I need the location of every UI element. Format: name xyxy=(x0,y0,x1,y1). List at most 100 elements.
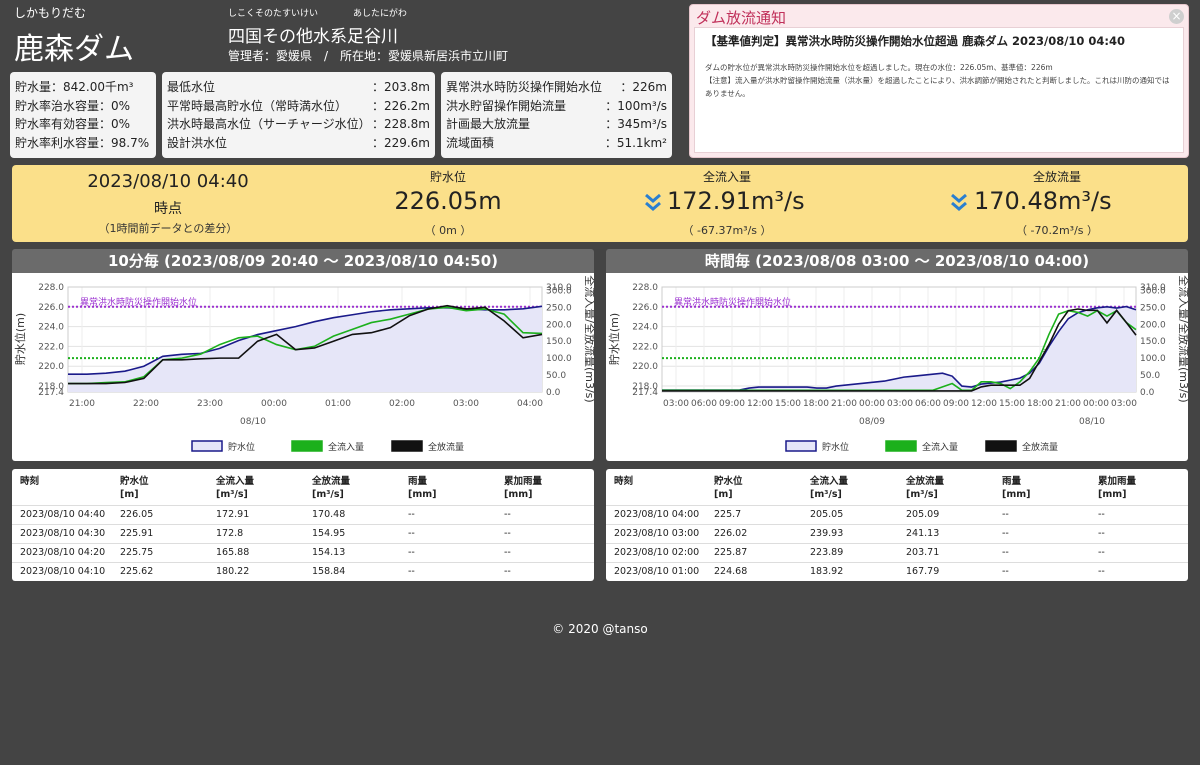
level-value: ：203.8m xyxy=(371,80,430,94)
x-tick-label: 12:00 xyxy=(971,399,997,409)
table-row: 2023/08/10 04:30 225.91 172.8 154.95 -- -- xyxy=(12,524,594,543)
table-cell: 225.75 xyxy=(120,547,154,558)
table-cell: 223.89 xyxy=(810,547,844,558)
outflow-diff: （ -70.2m³/s ） xyxy=(1015,224,1099,237)
column-header: 時刻 xyxy=(20,476,40,487)
legend-label: 貯水位 xyxy=(822,441,849,453)
y-tick-label: 224.0 xyxy=(632,323,658,333)
table-row: 2023/08/10 02:00 225.87 223.89 203.71 -- -- xyxy=(606,543,1188,562)
column-header: 貯水位 [m] xyxy=(714,476,743,500)
column-header: 全流入量 [m³/s] xyxy=(810,476,849,500)
x-tick-label: 22:00 xyxy=(133,399,159,409)
outflow-line xyxy=(68,304,543,385)
y-tick-label: 222.0 xyxy=(38,342,64,352)
notice-headline: 【基準値判定】異常洪水時防災操作開始水位超過 鹿森ダム 2023/08/10 0… xyxy=(705,34,1126,48)
flood-label: 異常洪水時防災操作開始水位 xyxy=(446,80,603,94)
column-header: 全放流量 [m³/s] xyxy=(906,476,945,500)
table-header: 時刻 貯水位 [m] 全流入量 [m³/s] 全放流量 [m³/s] 雨量 [mm] 累加雨量 [m… xyxy=(606,469,1188,505)
table-cell: -- xyxy=(1002,509,1009,520)
table-cell: 226.02 xyxy=(714,528,748,539)
x-tick-label: 06:00 xyxy=(915,399,941,409)
notice-body: 【基準値判定】異常洪水時防災操作開始水位超過 鹿森ダム 2023/08/10 0… xyxy=(694,27,1184,153)
legend-swatch xyxy=(391,440,423,452)
table-cell: -- xyxy=(1098,547,1105,558)
x-tick-label: 21:00 xyxy=(831,399,857,409)
table-cell: 2023/08/10 04:10 xyxy=(20,566,106,577)
table-row: 2023/08/10 04:20 225.75 165.88 154.13 -- -- xyxy=(12,543,594,562)
y-tick-label: 217.4 xyxy=(38,388,64,398)
notice-line: ダムの貯水位が異常洪水時防災操作開始水位を超過しました。現在の水位：226.05… xyxy=(705,63,1053,72)
legend-swatch xyxy=(191,440,223,452)
legend-label: 全流入量 xyxy=(922,441,958,453)
storage-item: 貯水率治水容量：0% xyxy=(15,98,131,113)
down-chevron-icon xyxy=(645,193,661,211)
data-table-hourly: 時刻 貯水位 [m] 全流入量 [m³/s] 全放流量 [m³/s] 雨量 [mm] 累加雨量 [m… xyxy=(606,469,1188,581)
y2-axis-title: 全流入量/全放流量(m3/s) xyxy=(583,275,594,402)
y2-tick-label: 310.0 xyxy=(546,283,572,293)
x-tick-label: 00:00 xyxy=(261,399,287,409)
chart-title: 時間毎 (2023/08/08 03:00 〜 2023/08/10 04:00… xyxy=(606,249,1188,273)
column-header: 雨量 [mm] xyxy=(1002,476,1031,500)
flood-label: 計画最大放流量 xyxy=(446,117,531,131)
table-row: 2023/08/10 04:10 225.62 180.22 158.84 -- -- xyxy=(12,562,594,581)
y2-tick-label: 200.0 xyxy=(1140,320,1166,330)
close-icon[interactable]: × xyxy=(1169,9,1184,24)
outflow-title: 全放流量 xyxy=(1032,170,1081,184)
dam-name: 鹿森ダム xyxy=(14,32,134,67)
table-cell: 172.8 xyxy=(216,528,244,539)
table-row: 2023/08/10 01:00 224.68 183.92 167.79 -- -- xyxy=(606,562,1188,581)
flood-label: 流域面積 xyxy=(446,135,495,150)
y2-axis-title: 全流入量/全放流量(m3/s) xyxy=(1177,275,1188,402)
flood-label: 洪水貯留操作開始流量 xyxy=(446,98,567,113)
legend-label: 貯水位 xyxy=(228,441,255,453)
release-notice: ダム放流通知 × 【基準値判定】異常洪水時防災操作開始水位超過 鹿森ダム 202… xyxy=(689,4,1189,158)
table-cell: 205.09 xyxy=(906,509,940,520)
table-row: 2023/08/10 04:40 226.05 172.91 170.48 -- -- xyxy=(12,505,594,524)
table-cell: -- xyxy=(1098,566,1105,577)
inflow-line xyxy=(68,306,543,385)
x-tick-label: 03:00 xyxy=(887,399,913,409)
column-header: 貯水位 [m] xyxy=(120,476,149,500)
y-tick-label: 226.0 xyxy=(38,303,64,313)
table-cell: 183.92 xyxy=(810,566,844,577)
table-cell: -- xyxy=(408,528,415,539)
legend-label: 全放流量 xyxy=(1022,441,1058,453)
table-cell: 226.05 xyxy=(120,509,154,520)
y-axis-title: 貯水位(m) xyxy=(607,313,621,365)
level-value: ：228.8m xyxy=(371,117,430,131)
notice-line: 【注意】流入量が洪水貯留操作開始流量（洪水量）を超過したことにより、洪水調節が開… xyxy=(705,76,1170,98)
column-header: 雨量 [mm] xyxy=(408,476,437,500)
level-title: 貯水位 xyxy=(429,170,466,184)
x-tick-label: 00:00 xyxy=(859,399,885,409)
y2-tick-label: 300.0 xyxy=(546,286,572,296)
summary-datetime: 2023/08/10 04:40 xyxy=(87,171,249,192)
y2-tick-label: 150.0 xyxy=(546,337,572,347)
y-tick-label: 222.0 xyxy=(632,342,658,352)
y2-tick-label: 100.0 xyxy=(546,354,572,364)
table-cell: 167.79 xyxy=(906,566,940,577)
down-chevron-icon xyxy=(951,193,967,211)
table-cell: -- xyxy=(1002,566,1009,577)
flood-value: ：226m xyxy=(620,80,667,94)
manager-location: 管理者：愛媛県 / 所在地：愛媛県新居浜市立川町 xyxy=(228,49,509,63)
x-tick-label: 23:00 xyxy=(197,399,223,409)
x-tick-label: 00:00 xyxy=(1083,399,1109,409)
y-tick-label: 220.0 xyxy=(38,362,64,372)
y2-tick-label: 150.0 xyxy=(1140,337,1166,347)
legend-label: 全放流量 xyxy=(428,441,464,453)
table-cell: 2023/08/10 04:30 xyxy=(20,528,106,539)
x-tick-label: 01:00 xyxy=(325,399,351,409)
legend-swatch xyxy=(785,440,817,452)
x-tick-label: 02:00 xyxy=(389,399,415,409)
y-tick-label: 224.0 xyxy=(38,323,64,333)
table-row: 2023/08/10 03:00 226.02 239.93 241.13 -- -- xyxy=(606,524,1188,543)
chart-panel-hourly: 時間毎 (2023/08/08 03:00 〜 2023/08/10 04:00… xyxy=(606,249,1191,461)
level-label: 洪水時最高水位（サーチャージ水位） xyxy=(167,117,371,131)
table-cell: 241.13 xyxy=(906,528,940,539)
river-name: 四国その他水系足谷川 xyxy=(228,27,398,47)
x-tick-label: 09:00 xyxy=(943,399,969,409)
table-cell: 224.68 xyxy=(714,566,748,577)
inflow-diff: （ -67.37m³/s ） xyxy=(682,224,772,237)
x-tick-label: 15:00 xyxy=(775,399,801,409)
